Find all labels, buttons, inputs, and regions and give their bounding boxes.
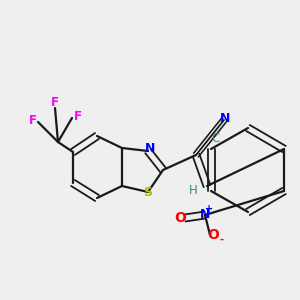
Text: C: C xyxy=(211,131,219,145)
Text: N: N xyxy=(220,112,230,124)
Text: -: - xyxy=(219,235,223,245)
Text: H: H xyxy=(189,184,197,197)
Text: O: O xyxy=(174,211,186,225)
Text: N: N xyxy=(145,142,155,155)
Text: F: F xyxy=(29,113,37,127)
Text: N: N xyxy=(200,208,210,221)
Text: F: F xyxy=(74,110,82,122)
Text: F: F xyxy=(51,97,59,110)
Text: S: S xyxy=(143,185,152,199)
Text: O: O xyxy=(207,228,219,242)
Text: +: + xyxy=(205,204,213,214)
